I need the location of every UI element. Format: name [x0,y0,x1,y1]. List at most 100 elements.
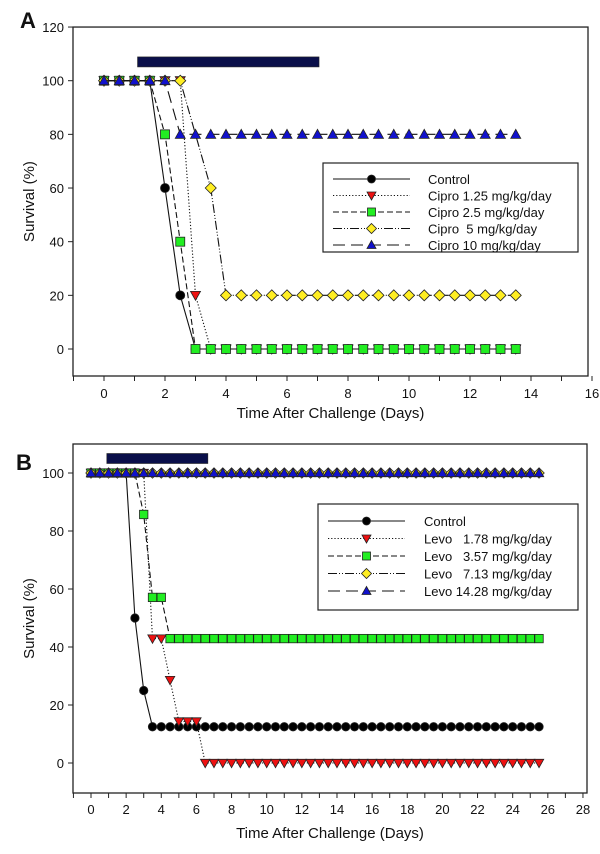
data-point [533,758,545,769]
y-tick-label: 20 [50,288,64,303]
data-point [250,289,263,302]
data-point [312,344,323,354]
data-point [190,344,201,354]
y-tick-label: 0 [57,756,64,771]
data-point [305,758,317,769]
data-point [236,344,247,354]
data-point [507,758,519,769]
x-tick-label: 12 [463,386,477,401]
data-point [489,467,501,478]
data-point [165,633,175,644]
data-point [218,722,228,732]
data-point [402,633,412,644]
data-point [449,344,460,354]
legend-marker [365,222,378,235]
data-point [191,467,202,478]
legend-box [317,503,579,611]
data-point [464,722,474,732]
data-point [498,758,510,769]
x-tick-label: 20 [435,802,449,817]
data-point [429,633,439,644]
x-axis-title: Time After Challenge (Days) [237,405,425,422]
data-point [349,467,360,478]
data-point [357,289,370,302]
data-point [156,722,166,732]
legend-box [322,162,579,253]
data-point [281,128,293,139]
legend-marker [367,174,376,184]
data-point [332,633,342,644]
data-point [160,183,170,193]
data-point [393,758,404,769]
data-point [226,722,237,732]
treatment-period-bar [106,453,209,464]
data-point [296,289,309,302]
data-point [385,633,395,644]
data-point [174,633,184,644]
data-point [270,758,281,769]
x-tick-label: 12 [295,802,309,817]
data-point [401,758,413,769]
data-point [314,722,325,732]
data-point [332,722,342,732]
data-point [479,289,492,302]
data-point [366,467,378,478]
series-cipro-2-5-mg-kg-day [99,75,521,354]
x-tick-label: 14 [330,802,344,817]
data-point [419,467,431,478]
data-point [490,722,500,732]
data-point [340,758,352,769]
data-point [147,592,158,603]
data-point [510,344,521,354]
data-point [173,467,185,478]
data-point [420,722,430,732]
data-point [278,467,290,478]
data-point [129,467,141,478]
data-point [296,128,308,139]
data-point [490,633,500,644]
data-point [499,633,509,644]
treatment-period-bar [137,56,320,68]
plot-frame [72,443,588,794]
data-point [464,128,476,139]
data-point [262,722,272,732]
data-point [156,592,166,603]
data-point [297,722,307,732]
data-point [253,722,263,732]
y-axis-title: Survival (%) [21,161,38,242]
data-point [516,467,527,478]
data-point [243,758,255,769]
legend-label: Cipro 2.5 mg/kg/day [428,205,545,220]
data-point [340,467,352,478]
data-point [481,633,491,644]
data-point [437,758,448,769]
data-point [384,758,396,769]
data-point [191,633,202,644]
y-tick-label: 60 [50,582,64,597]
data-point [463,289,477,302]
data-point [139,685,149,696]
data-point [234,758,246,769]
data-point [428,467,439,478]
data-point [235,722,245,732]
data-point [494,289,507,302]
legend-label: Levo 1.78 mg/kg/day [424,532,552,547]
x-tick-label: 4 [158,802,165,817]
data-point [480,344,491,354]
data-point [159,74,171,86]
data-point [250,128,263,139]
data-point [270,467,281,478]
data-point [393,633,404,644]
data-point [366,758,378,769]
legend-marker [361,534,372,544]
series-line [104,80,516,350]
data-point [410,467,422,478]
data-point [372,128,385,139]
data-point [234,467,246,478]
data-point [139,509,149,520]
legend: Control Levo 1.78 mg/kg/day Levo 3.57 mg/k… [317,503,579,611]
data-point [182,717,194,728]
data-point [454,758,466,769]
